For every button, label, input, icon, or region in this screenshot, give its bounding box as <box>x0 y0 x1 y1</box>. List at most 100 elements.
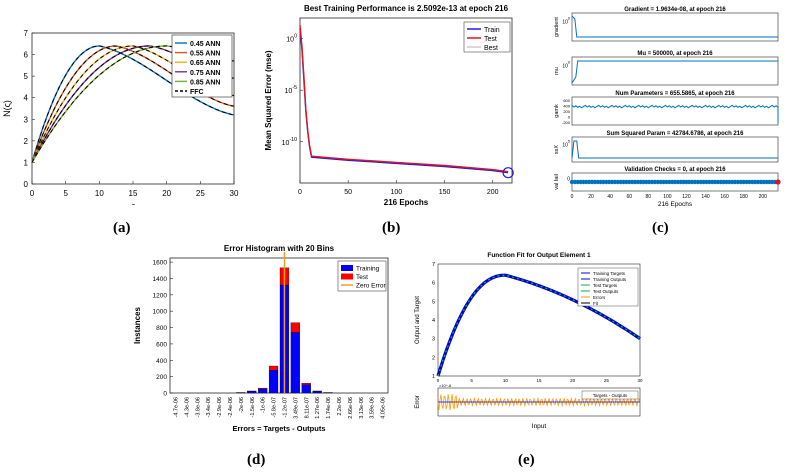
y-axis-label-e: Output and Target <box>415 296 421 344</box>
chart-a: 0 5 10 15 20 25 30 0 1 2 3 4 5 6 7 ς N(ς) 0.45 ANN 0.55 AN… <box>2 29 239 205</box>
bar-training <box>301 384 311 394</box>
subplot-area-c <box>571 12 779 42</box>
y-tick-label-a: 1 <box>24 158 29 167</box>
x-tick-label-c: 200 <box>759 194 768 200</box>
legend-e <box>577 267 639 307</box>
x-tick-label-d: -4.7e-06 <box>173 397 179 418</box>
x-tick-label-d: -4.3e-06 <box>184 397 190 418</box>
subplot-title-c: Gradient = 1.9634e-08, at epoch 216 <box>624 7 726 13</box>
fit-outputs <box>437 274 641 377</box>
x-tick-label-c: 0 <box>571 194 574 200</box>
legend-label-e: Test Outputs <box>593 289 619 294</box>
y-tick-label-d: 1400 <box>153 276 168 283</box>
error-legend-e <box>581 390 639 400</box>
y-tick-label-b: 10-10 <box>282 137 297 147</box>
x-tick-label-a: 15 <box>129 189 138 198</box>
legend-label-e: Errors <box>593 295 606 300</box>
subplot-title-c: Validation Checks = 0, at epoch 216 <box>624 167 726 173</box>
y-tick-label-e: 1 <box>432 374 435 380</box>
x-axis-label-d: Errors = Targets - Outputs <box>232 424 325 433</box>
y-tick-label-a: 6 <box>24 51 29 60</box>
subplot-ytick-c: 100 <box>562 16 570 25</box>
x-tick-label-c: 140 <box>701 194 710 200</box>
x-tick-label-d: -3.4e-06 <box>206 397 212 418</box>
val-check-best <box>775 179 781 185</box>
x-tick-label-d: 3.13e-06 <box>359 397 365 419</box>
x-tick-label-d: 3.59e-06 <box>370 397 376 419</box>
x-tick-label-c: 20 <box>588 194 594 200</box>
subplot-area-c <box>571 56 779 86</box>
x-tick-label-b: 150 <box>439 189 451 196</box>
x-tick-label-d: 1.27e-06 <box>315 397 321 419</box>
x-tick-label-a: 25 <box>196 189 205 198</box>
legend-swatch-d <box>341 265 353 271</box>
x-tick-label-d: 2.66e-06 <box>348 397 354 419</box>
x-tick-label-c: 100 <box>663 194 672 200</box>
x-tick-label-b: 0 <box>298 189 302 196</box>
y-tick-label-d: 1200 <box>153 292 168 299</box>
bar-training <box>312 391 322 394</box>
subplot-ylabel-c: mu <box>554 67 560 75</box>
subplot-ylabel-c: val fail <box>554 174 560 190</box>
subplot-line-c <box>571 104 779 123</box>
x-tick-label-e: 10 <box>503 378 509 383</box>
x-tick-label-c: 160 <box>720 194 729 200</box>
x-axis-label-a: ς <box>131 201 136 205</box>
legend-label-d: Test <box>356 274 368 281</box>
subplot-line-c <box>571 140 778 159</box>
y-tick-label-e: 4 <box>432 318 435 324</box>
subplot-ytick-c: 0 <box>567 176 570 182</box>
y-tick-label-e: 2 <box>432 355 435 361</box>
legend-label-a: 0.75 ANN <box>190 70 220 77</box>
legend-label-b: Best <box>484 45 498 52</box>
error-ylabel-e: Error <box>415 395 421 408</box>
legend-label-b: Test <box>484 36 497 43</box>
x-axis-label-b: 216 Epochs <box>384 198 429 207</box>
x-tick-label-e: 30 <box>637 378 643 383</box>
x-tick-label-d: 8.11e-07 <box>304 397 310 418</box>
bar-test <box>258 387 268 390</box>
x-tick-label-d: 1.74e-06 <box>326 397 332 419</box>
y-tick-label-d: 400 <box>156 358 167 365</box>
y-tick-label-d: 1000 <box>153 309 168 316</box>
x-tick-label-d: -1.2e-07 <box>282 397 288 418</box>
y-tick-label-e: 3 <box>432 337 435 343</box>
x-tick-label-d: -2.4e-06 <box>228 397 234 418</box>
x-tick-label-a: 30 <box>230 189 239 198</box>
x-tick-label-a: 0 <box>30 189 35 198</box>
subplot-title-c: Sum Squared Param = 42784.6786, at epoch… <box>607 131 745 137</box>
x-tick-label-c: 180 <box>739 194 748 200</box>
series-ffc-0 <box>31 45 235 163</box>
subplot-ytick-c: -200 <box>562 120 571 125</box>
caption-a: (a) <box>113 220 131 236</box>
x-tick-label-d: -5.8e-07 <box>272 397 278 418</box>
caption-d: (d) <box>247 452 266 468</box>
x-tick-label-e: 15 <box>536 378 542 383</box>
x-tick-label-d: -1.5e-06 <box>250 397 256 418</box>
x-tick-label-d: -1e-06 <box>261 397 267 413</box>
y-tick-label-e: 5 <box>432 299 435 305</box>
subplot-ytick-c: 100 <box>562 60 570 69</box>
subplot-ylabel-c: ssX <box>554 145 560 155</box>
bar-test <box>268 365 279 371</box>
y-tick-label-d: 0 <box>163 391 167 398</box>
x-tick-label-e: 20 <box>570 378 576 383</box>
x-tick-label-b: 50 <box>344 189 352 196</box>
legend-label-a: 0.65 ANN <box>190 60 220 67</box>
bar-training <box>258 388 268 394</box>
x-tick-label-a: 10 <box>95 189 104 198</box>
x-tick-label-c: 40 <box>607 194 613 200</box>
legend-label-d: Zero Error <box>356 283 386 290</box>
series-ffc-2 <box>31 45 235 163</box>
y-axis-label-d: Instances <box>133 306 142 343</box>
bar-test <box>290 322 300 333</box>
y-tick-label-b: 10-5 <box>285 85 298 95</box>
y-tick-label-a: 2 <box>24 137 29 146</box>
legend-label-d: Training <box>356 266 380 273</box>
subplot-ytick-c: 0 <box>568 115 571 120</box>
bar-test <box>301 383 311 385</box>
y-axis-label-b: Mean Squared Error (mse) <box>264 50 273 150</box>
subplot-title-c: Num Parameters = 655.5865, at epoch 216 <box>615 91 735 97</box>
legend-label-a: 0.55 ANN <box>190 51 220 58</box>
x-tick-label-d: -2e-06 <box>239 397 245 413</box>
